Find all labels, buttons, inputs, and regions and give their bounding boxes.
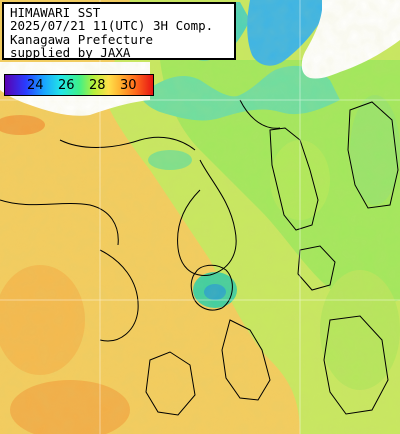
colorbar-tick: 28 xyxy=(89,78,106,93)
contour-line xyxy=(59,136,196,151)
contour-line xyxy=(221,319,271,401)
contour-line xyxy=(0,199,119,246)
contour-line xyxy=(177,159,237,276)
contour-line xyxy=(323,315,389,415)
colorbar-tick: 24 xyxy=(27,78,44,93)
contour-line xyxy=(347,101,399,209)
title-line-3: Kanagawa Prefecture xyxy=(10,31,153,47)
title-line-2: 2025/07/21 11(UTC) 3H Comp. xyxy=(10,18,214,34)
colorbar-tick: 26 xyxy=(58,78,75,93)
contour-line xyxy=(297,245,336,291)
colorbar-tick: 30 xyxy=(120,78,137,93)
contour-line xyxy=(190,264,233,311)
sst-colorbar: 24 26 28 30 xyxy=(4,74,154,96)
contour-line xyxy=(239,99,281,129)
contour-line xyxy=(145,351,196,416)
map-title-box: HIMAWARI SST 2025/07/21 11(UTC) 3H Comp.… xyxy=(2,2,236,60)
title-line-1: HIMAWARI SST xyxy=(10,5,101,20)
sst-contours xyxy=(0,99,399,416)
title-line-4: supplied by JAXA xyxy=(10,45,131,61)
contour-line xyxy=(269,127,319,231)
contour-line xyxy=(99,249,139,342)
